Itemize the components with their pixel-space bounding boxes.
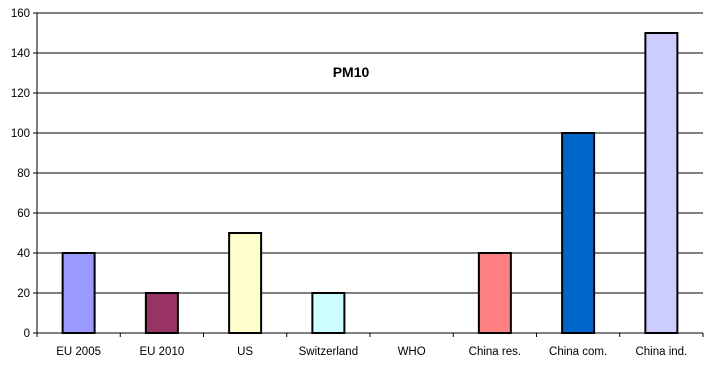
y-tick-label: 160 — [11, 8, 30, 20]
y-tick-label: 60 — [17, 208, 30, 220]
x-tick-label: US — [237, 346, 253, 358]
y-tick-label: 100 — [11, 128, 30, 140]
bar-eu-2010 — [144, 292, 179, 334]
bar-china-com — [561, 132, 596, 334]
y-tick-label: 0 — [24, 328, 30, 340]
x-tick-label: China ind. — [635, 346, 687, 358]
x-tick-label: Switzerland — [299, 346, 358, 358]
x-tick-label: EU 2005 — [56, 346, 101, 358]
chart-title: PM10 — [333, 64, 370, 80]
y-tick-label: 80 — [17, 168, 30, 180]
y-tick-label: 40 — [17, 248, 30, 260]
x-tick-label: EU 2010 — [139, 346, 184, 358]
x-tick-label: China com. — [549, 346, 607, 358]
x-tick-labels: EU 2005 EU 2010 US Switzerland WHO China res.… — [36, 333, 704, 358]
y-tick-label: 20 — [17, 288, 30, 300]
y-tick-label: 140 — [11, 48, 30, 60]
gridlines — [33, 12, 703, 334]
x-tick-label: WHO — [398, 346, 426, 358]
bar-switzerland — [311, 292, 346, 334]
bars — [61, 32, 679, 334]
bar-us — [228, 232, 263, 334]
bar-china-ind — [644, 32, 679, 334]
bar-eu-2005 — [61, 252, 96, 334]
x-tick-label: China res. — [469, 346, 521, 358]
y-tick-labels: 0 20 40 60 80 100 120 140 160 — [11, 8, 30, 340]
bar-china-res — [477, 252, 512, 334]
y-tick-label: 120 — [11, 88, 30, 100]
